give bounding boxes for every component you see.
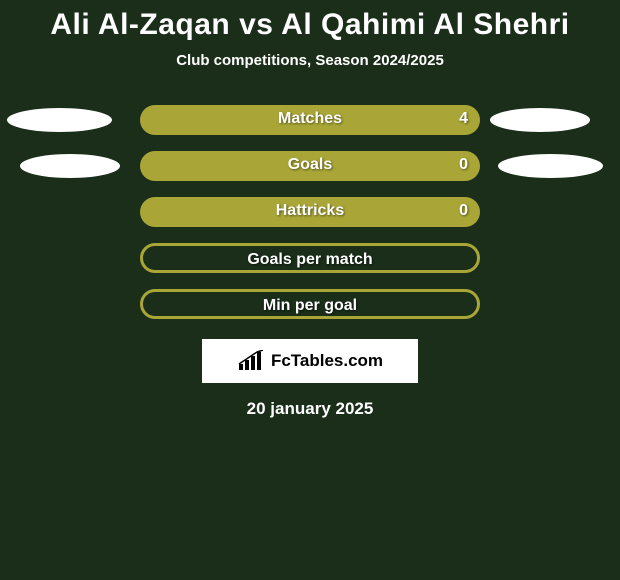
stats-rows: Matches4Goals0Hattricks0Goals per matchM… <box>0 97 620 327</box>
stat-bar: Goals per match <box>140 243 480 273</box>
branding-badge: FcTables.com <box>202 339 418 383</box>
stat-row: Min per goal <box>0 281 620 327</box>
stat-value: 4 <box>459 110 468 128</box>
right-player-marker <box>498 154 603 178</box>
stat-label: Hattricks <box>140 202 480 220</box>
season-subtitle: Club competitions, Season 2024/2025 <box>0 52 620 69</box>
stat-value: 0 <box>459 156 468 174</box>
comparison-card: Ali Al-Zaqan vs Al Qahimi Al Shehri Club… <box>0 0 620 580</box>
branding-text: FcTables.com <box>271 351 383 371</box>
stat-row: Goals0 <box>0 143 620 189</box>
left-player-marker <box>20 154 120 178</box>
stat-label: Matches <box>140 110 480 128</box>
stat-label: Goals <box>140 156 480 174</box>
bar-chart-icon <box>237 350 265 372</box>
stat-row: Goals per match <box>0 235 620 281</box>
page-title: Ali Al-Zaqan vs Al Qahimi Al Shehri <box>0 8 620 42</box>
stat-value: 0 <box>459 202 468 220</box>
stat-bar: Matches4 <box>140 105 480 135</box>
stat-label: Min per goal <box>143 297 477 315</box>
left-player-marker <box>7 108 112 132</box>
right-player-marker <box>490 108 590 132</box>
stat-label: Goals per match <box>143 251 477 269</box>
stat-bar: Hattricks0 <box>140 197 480 227</box>
stat-bar: Min per goal <box>140 289 480 319</box>
stat-row: Hattricks0 <box>0 189 620 235</box>
stat-bar: Goals0 <box>140 151 480 181</box>
snapshot-date: 20 january 2025 <box>0 399 620 419</box>
stat-row: Matches4 <box>0 97 620 143</box>
